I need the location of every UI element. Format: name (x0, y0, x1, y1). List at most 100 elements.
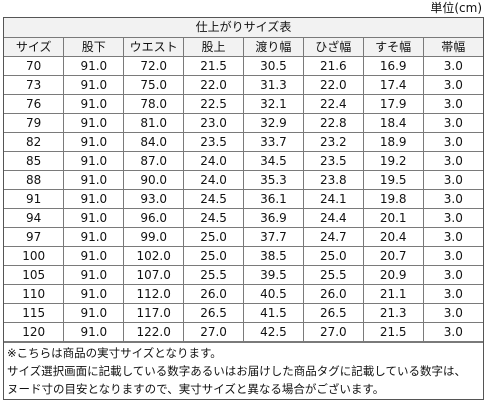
table-cell: 23.5 (302, 151, 364, 171)
table-cell: 3.0 (422, 170, 483, 190)
header-waistband-width: 帯幅 (422, 37, 483, 57)
table-row: 73 91.0 75.0 22.0 31.3 22.0 17.4 3.0 (4, 75, 483, 95)
notes: ※こちらは商品の実寸サイズとなります。 サイズ選択画面に記載している数字あるいは… (4, 342, 483, 399)
header-rise: 股上 (183, 37, 244, 57)
table-cell: 85 (4, 151, 65, 171)
table-cell: 24.7 (302, 227, 364, 247)
table-cell: 17.9 (362, 94, 424, 114)
table-cell: 20.7 (362, 246, 424, 266)
table-row: 97 91.0 99.0 25.0 37.7 24.7 20.4 3.0 (4, 227, 483, 247)
table-cell: 105 (4, 265, 65, 285)
table-cell: 90.0 (123, 170, 185, 190)
note-line: ヌード寸の目安となりますので、実寸サイズと異なる場合がございます。 (7, 382, 385, 396)
table-cell: 3.0 (422, 75, 483, 95)
table-cell: 25.0 (183, 227, 244, 247)
table-cell: 93.0 (123, 189, 185, 209)
table-cell: 23.2 (302, 132, 364, 152)
table-title: 仕上がりサイズ表 (4, 18, 483, 38)
table-row: 94 91.0 96.0 24.5 36.9 24.4 20.1 3.0 (4, 208, 483, 228)
unit-label: 単位(cm) (430, 1, 482, 15)
table-row: 115 91.0 117.0 26.5 41.5 26.5 21.3 3.0 (4, 303, 483, 323)
table-cell: 38.5 (243, 246, 304, 266)
table-cell: 32.1 (243, 94, 304, 114)
table-cell: 91.0 (63, 246, 125, 266)
table-cell: 21.6 (302, 56, 364, 76)
table-cell: 18.9 (362, 132, 424, 152)
table-cell: 22.0 (183, 75, 244, 95)
table-cell: 82 (4, 132, 65, 152)
table-cell: 102.0 (123, 246, 185, 266)
table-cell: 81.0 (123, 113, 185, 133)
table-cell: 115 (4, 303, 65, 323)
table-header-row: サイズ 股下 ウエスト 股上 渡り幅 ひざ幅 すそ幅 帯幅 (4, 37, 483, 57)
table-cell: 3.0 (422, 132, 483, 152)
table-cell: 34.5 (243, 151, 304, 171)
table-cell: 91.0 (63, 132, 125, 152)
table-cell: 94 (4, 208, 65, 228)
table-cell: 84.0 (123, 132, 185, 152)
table-cell: 3.0 (422, 56, 483, 76)
header-hem-width: すそ幅 (362, 37, 424, 57)
table-cell: 26.5 (183, 303, 244, 323)
table-cell: 21.3 (362, 303, 424, 323)
table-cell: 100 (4, 246, 65, 266)
table-cell: 91.0 (63, 322, 125, 342)
table-cell: 97 (4, 227, 65, 247)
table-cell: 31.3 (243, 75, 304, 95)
table-cell: 110 (4, 284, 65, 304)
table-cell: 24.4 (302, 208, 364, 228)
header-waist: ウエスト (123, 37, 185, 57)
table-cell: 91 (4, 189, 65, 209)
table-cell: 35.3 (243, 170, 304, 190)
table-cell: 3.0 (422, 151, 483, 171)
table-cell: 78.0 (123, 94, 185, 114)
table-cell: 79 (4, 113, 65, 133)
table-row: 91 91.0 93.0 24.5 36.1 24.1 19.8 3.0 (4, 189, 483, 209)
table-cell: 37.7 (243, 227, 304, 247)
table-cell: 23.5 (183, 132, 244, 152)
table-cell: 25.5 (302, 265, 364, 285)
table-cell: 26.5 (302, 303, 364, 323)
table-cell: 20.9 (362, 265, 424, 285)
table-row: 85 91.0 87.0 24.0 34.5 23.5 19.2 3.0 (4, 151, 483, 171)
table-row: 82 91.0 84.0 23.5 33.7 23.2 18.9 3.0 (4, 132, 483, 152)
table-cell: 122.0 (123, 322, 185, 342)
table-cell: 36.1 (243, 189, 304, 209)
table-cell: 22.5 (183, 94, 244, 114)
table-cell: 96.0 (123, 208, 185, 228)
table-cell: 39.5 (243, 265, 304, 285)
table-cell: 27.0 (183, 322, 244, 342)
table-row: 120 91.0 122.0 27.0 42.5 27.0 21.5 3.0 (4, 322, 483, 342)
table-cell: 25.0 (302, 246, 364, 266)
table-cell: 32.9 (243, 113, 304, 133)
table-cell: 19.8 (362, 189, 424, 209)
table-cell: 36.9 (243, 208, 304, 228)
table-cell: 27.0 (302, 322, 364, 342)
table-cell: 91.0 (63, 170, 125, 190)
table-cell: 87.0 (123, 151, 185, 171)
table-cell: 25.5 (183, 265, 244, 285)
table-cell: 73 (4, 75, 65, 95)
table-cell: 23.0 (183, 113, 244, 133)
table-row: 100 91.0 102.0 25.0 38.5 25.0 20.7 3.0 (4, 246, 483, 266)
table-cell: 3.0 (422, 284, 483, 304)
header-thigh-width: 渡り幅 (243, 37, 304, 57)
table-cell: 91.0 (63, 94, 125, 114)
table-row: 70 91.0 72.0 21.5 30.5 21.6 16.9 3.0 (4, 56, 483, 76)
header-knee-width: ひざ幅 (302, 37, 364, 57)
table-cell: 91.0 (63, 56, 125, 76)
table-cell: 3.0 (422, 113, 483, 133)
table-cell: 91.0 (63, 189, 125, 209)
table-row: 79 91.0 81.0 23.0 32.9 22.8 18.4 3.0 (4, 113, 483, 133)
table-cell: 21.1 (362, 284, 424, 304)
table-cell: 99.0 (123, 227, 185, 247)
table-cell: 3.0 (422, 208, 483, 228)
table-cell: 42.5 (243, 322, 304, 342)
table-cell: 91.0 (63, 113, 125, 133)
table-row: 105 91.0 107.0 25.5 39.5 25.5 20.9 3.0 (4, 265, 483, 285)
table-cell: 88 (4, 170, 65, 190)
header-size: サイズ (4, 37, 65, 57)
table-cell: 23.8 (302, 170, 364, 190)
table-cell: 24.5 (183, 189, 244, 209)
table-cell: 25.0 (183, 246, 244, 266)
